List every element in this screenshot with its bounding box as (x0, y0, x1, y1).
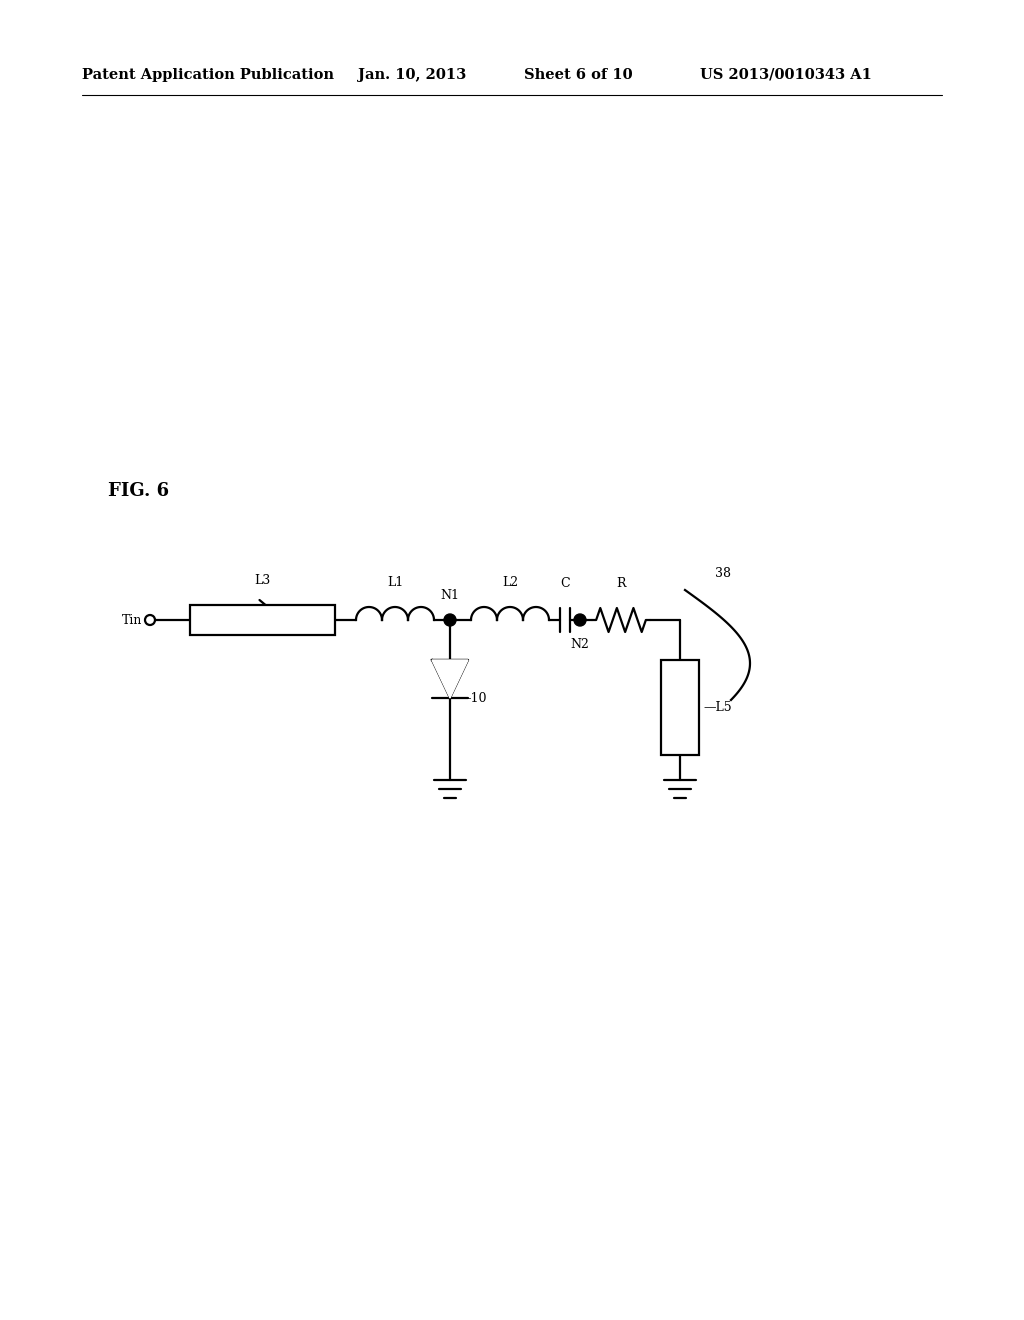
Text: L3: L3 (254, 574, 270, 587)
Text: N1: N1 (440, 589, 460, 602)
Text: US 2013/0010343 A1: US 2013/0010343 A1 (700, 69, 871, 82)
Text: 38: 38 (715, 568, 731, 579)
Text: Tin: Tin (122, 614, 142, 627)
Circle shape (444, 614, 456, 626)
Text: —L5: —L5 (703, 701, 731, 714)
Text: Sheet 6 of 10: Sheet 6 of 10 (524, 69, 633, 82)
Text: —10: —10 (458, 693, 486, 705)
Polygon shape (432, 660, 468, 698)
Text: Patent Application Publication: Patent Application Publication (82, 69, 334, 82)
Text: FIG. 6: FIG. 6 (108, 482, 169, 500)
Circle shape (574, 614, 586, 626)
Bar (190, 605, 335, 635)
Text: L2: L2 (502, 576, 518, 589)
Text: N2: N2 (570, 638, 590, 651)
Text: C: C (560, 577, 569, 590)
Text: R: R (616, 577, 626, 590)
Text: L1: L1 (387, 576, 403, 589)
Text: Jan. 10, 2013: Jan. 10, 2013 (358, 69, 466, 82)
Bar (662, 660, 699, 755)
